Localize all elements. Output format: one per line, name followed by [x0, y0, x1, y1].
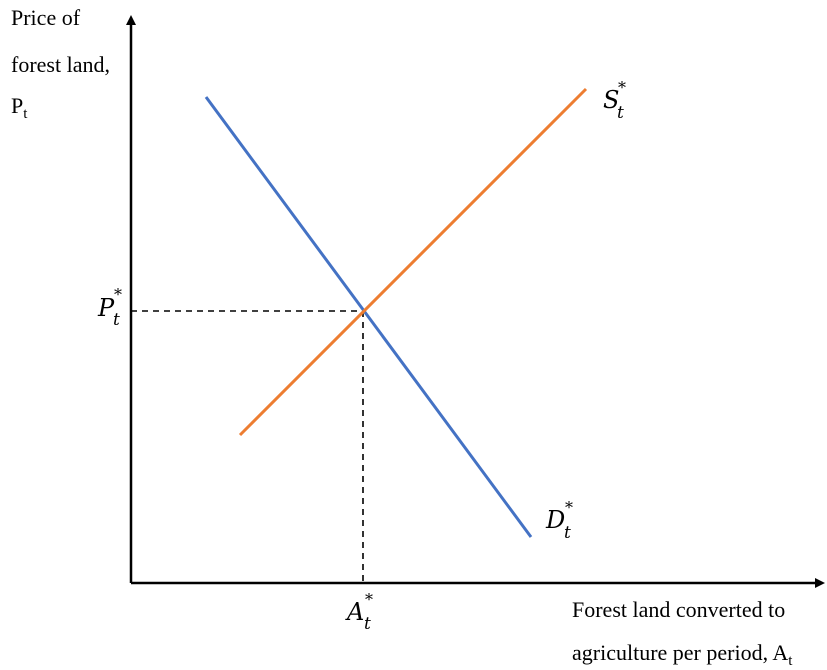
demand-curve — [204, 96, 533, 538]
quantity-equilibrium-label: A * t — [345, 590, 373, 634]
svg-text:t: t — [364, 614, 371, 634]
y-axis-label-line1: Price of — [11, 5, 81, 30]
svg-text:*: * — [365, 590, 373, 609]
x-axis-label-line1: Forest land converted to — [572, 597, 785, 622]
svg-text:P: P — [97, 294, 115, 322]
y-axis-label-line2: forest land, — [11, 52, 110, 77]
svg-text:*: * — [565, 498, 573, 517]
svg-text:t: t — [617, 103, 624, 123]
svg-text:D: D — [545, 506, 565, 534]
price-equilibrium-label: P * t — [97, 285, 122, 330]
svg-text:A: A — [345, 598, 364, 626]
supply-curve — [238, 87, 588, 437]
supply-curve-label: S * t — [603, 78, 626, 123]
y-axis-label-line3: Pt — [11, 93, 28, 122]
svg-text:t: t — [564, 523, 571, 543]
svg-text:*: * — [114, 285, 122, 304]
svg-text:t: t — [113, 310, 120, 330]
demand-curve-label: D * t — [545, 498, 573, 543]
svg-text:*: * — [618, 78, 626, 97]
x-axis-label-line2: agriculture per period, At — [572, 640, 793, 669]
svg-text:S: S — [603, 86, 619, 114]
